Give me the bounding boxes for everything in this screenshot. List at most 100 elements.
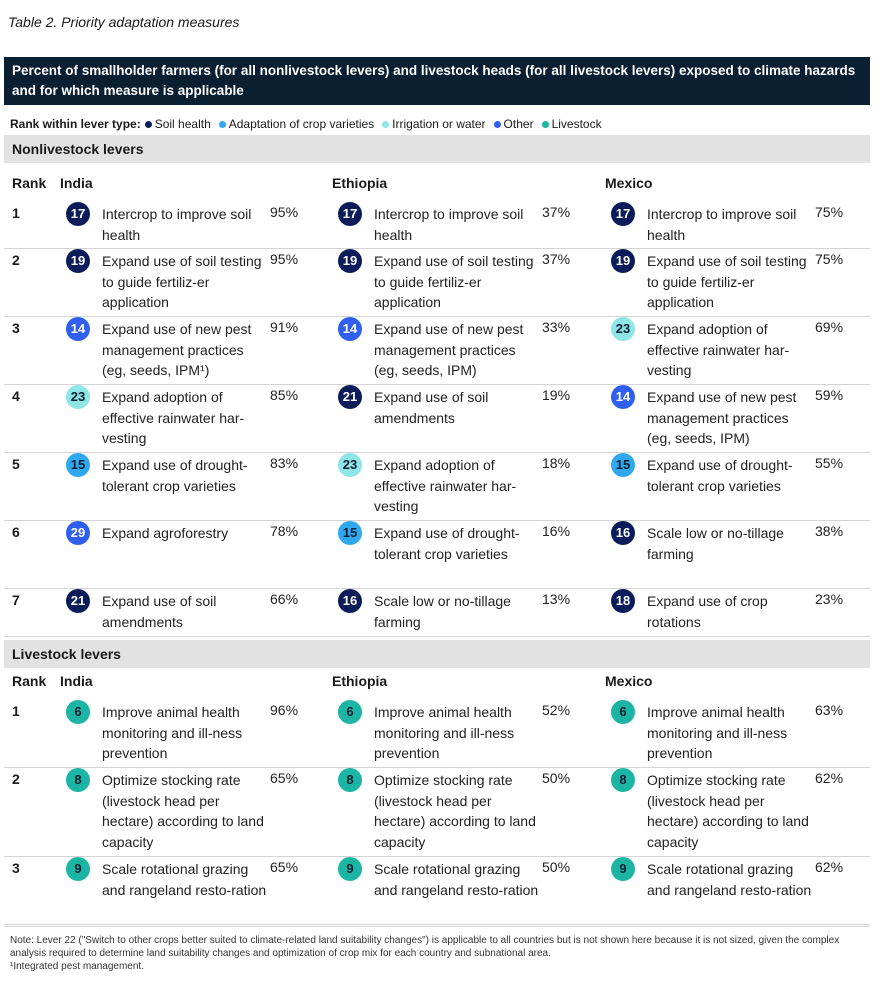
lever-description: Expand adoption of effective rainwater h… xyxy=(647,321,790,378)
lever-description: Scale low or no-tillage farming xyxy=(647,525,784,562)
lever-number-badge: 6 xyxy=(338,700,362,724)
lever-percent: 50% xyxy=(542,859,571,875)
lever-percent: 75% xyxy=(815,251,844,267)
lever-description: Expand use of new pest management practi… xyxy=(374,321,524,378)
lever-description: Expand use of soil testing to guide fert… xyxy=(647,253,807,310)
lever-percent: 69% xyxy=(815,319,844,335)
lever-percent: 52% xyxy=(542,702,571,718)
note-divider xyxy=(4,926,870,927)
lever-percent: 91% xyxy=(270,319,299,335)
lever-number-badge: 15 xyxy=(338,521,362,545)
rank-number: 2 xyxy=(12,252,20,268)
lever-description: Expand use of soil amendments xyxy=(102,593,217,630)
lever-number-badge: 29 xyxy=(66,521,90,545)
row-divider xyxy=(4,767,870,768)
rank-number: 3 xyxy=(12,320,20,336)
lever-description: Optimize stocking rate (livestock head p… xyxy=(374,772,536,850)
row-divider xyxy=(4,924,870,925)
col-india: India xyxy=(60,175,93,191)
lever-description: Scale low or no-tillage farming xyxy=(374,593,511,630)
table-row: 6 29 Expand agroforestry 78% 15 Expand use of… xyxy=(4,521,870,589)
lever-number-badge: 14 xyxy=(338,317,362,341)
legend-item: Other xyxy=(493,117,534,131)
lever-percent: 66% xyxy=(270,591,299,607)
col-mexico: Mexico xyxy=(605,673,653,689)
col-ethiopia: Ethiopia xyxy=(332,175,388,191)
row-divider xyxy=(4,588,870,589)
lever-percent: 38% xyxy=(815,523,844,539)
legend-item: Livestock xyxy=(541,117,602,132)
note-text: Note: Lever 22 ("Switch to other crops b… xyxy=(10,935,840,959)
table-row: 3 14 Expand use of new pest management pra… xyxy=(4,317,870,385)
lever-description: Expand adoption of effective rainwater h… xyxy=(374,457,517,514)
row-divider xyxy=(4,452,870,453)
lever-description: Expand use of soil testing to guide fert… xyxy=(102,253,262,310)
table-caption: Table 2. Priority adaptation measures xyxy=(8,14,240,30)
lever-number-badge: 9 xyxy=(66,857,90,881)
lever-percent: 96% xyxy=(270,702,299,718)
row-divider xyxy=(4,636,870,637)
lever-number-badge: 14 xyxy=(66,317,90,341)
lever-description: Expand use of new pest management practi… xyxy=(102,321,252,378)
lever-number-badge: 23 xyxy=(338,453,362,477)
lever-description: Expand use of drought-tolerant crop vari… xyxy=(102,457,248,494)
lever-number-badge: 15 xyxy=(611,453,635,477)
legend-item: Soil health xyxy=(144,117,211,132)
lever-number-badge: 17 xyxy=(611,202,635,226)
section-livestock: Livestock levers xyxy=(4,640,870,668)
lever-number-badge: 23 xyxy=(66,385,90,409)
legend-label: Livestock xyxy=(551,117,602,132)
legend: Rank within lever type: Soil health Adapt… xyxy=(10,116,610,132)
footnote-text: ¹Integrated pest management. xyxy=(10,961,144,972)
lever-percent: 50% xyxy=(542,770,571,786)
lever-description: Improve animal health monitoring and ill… xyxy=(647,704,788,761)
lever-percent: 95% xyxy=(270,204,299,220)
lever-description: Expand use of soil testing to guide fert… xyxy=(374,253,534,310)
lever-percent: 62% xyxy=(815,859,844,875)
legend-item: Irrigation or water xyxy=(382,117,486,131)
lever-percent: 85% xyxy=(270,387,299,403)
lever-description: Intercrop to improve soil health xyxy=(374,206,524,243)
lever-description: Expand use of crop rotations xyxy=(647,593,768,630)
lever-number-badge: 15 xyxy=(66,453,90,477)
lever-number-badge: 19 xyxy=(66,249,90,273)
lever-number-badge: 9 xyxy=(611,857,635,881)
legend-label: Adaptation of crop varieties xyxy=(228,117,375,132)
table-row: 7 21 Expand use of soil amendments 66% 16 Sca… xyxy=(4,589,870,637)
lever-description: Intercrop to improve soil health xyxy=(102,206,252,243)
col-rank: Rank xyxy=(12,673,47,689)
lever-percent: 37% xyxy=(542,204,571,220)
lever-description: Improve animal health monitoring and ill… xyxy=(374,704,515,761)
row-divider xyxy=(4,384,870,385)
legend-dot-icon xyxy=(218,120,226,128)
legend-label: Soil health xyxy=(154,117,211,132)
table-row: 4 23 Expand adoption of effective rainwate… xyxy=(4,385,870,453)
lever-percent: 33% xyxy=(542,319,571,335)
lever-number-badge: 19 xyxy=(611,249,635,273)
lever-description: Expand adoption of effective rainwater h… xyxy=(102,389,245,446)
lever-percent: 37% xyxy=(542,251,571,267)
legend-dot-icon xyxy=(382,120,390,128)
lever-percent: 83% xyxy=(270,455,299,471)
table-note: Note: Lever 22 ("Switch to other crops b… xyxy=(10,934,870,973)
lever-description: Optimize stocking rate (livestock head p… xyxy=(102,772,264,850)
table-row: 3 9 Scale rotational grazing and rangeland… xyxy=(4,857,870,925)
rank-number: 7 xyxy=(12,592,20,608)
lever-percent: 55% xyxy=(815,455,844,471)
lever-percent: 62% xyxy=(815,770,844,786)
col-india: India xyxy=(60,673,93,689)
table-row: 5 15 Expand use of drought-tolerant crop v… xyxy=(4,453,870,521)
lever-percent: 13% xyxy=(542,591,571,607)
col-mexico: Mexico xyxy=(605,175,653,191)
lever-percent: 16% xyxy=(542,523,571,539)
col-ethiopia: Ethiopia xyxy=(332,673,388,689)
lever-percent: 63% xyxy=(815,702,844,718)
lever-percent: 95% xyxy=(270,251,299,267)
lever-percent: 19% xyxy=(542,387,571,403)
row-divider xyxy=(4,248,870,249)
lever-number-badge: 6 xyxy=(611,700,635,724)
lever-number-badge: 8 xyxy=(611,768,635,792)
lever-description: Scale rotational grazing and rangeland r… xyxy=(647,861,812,898)
lever-description: Expand agroforestry xyxy=(102,525,229,541)
table-row: 2 19 Expand use of soil testing to guide f… xyxy=(4,249,870,317)
